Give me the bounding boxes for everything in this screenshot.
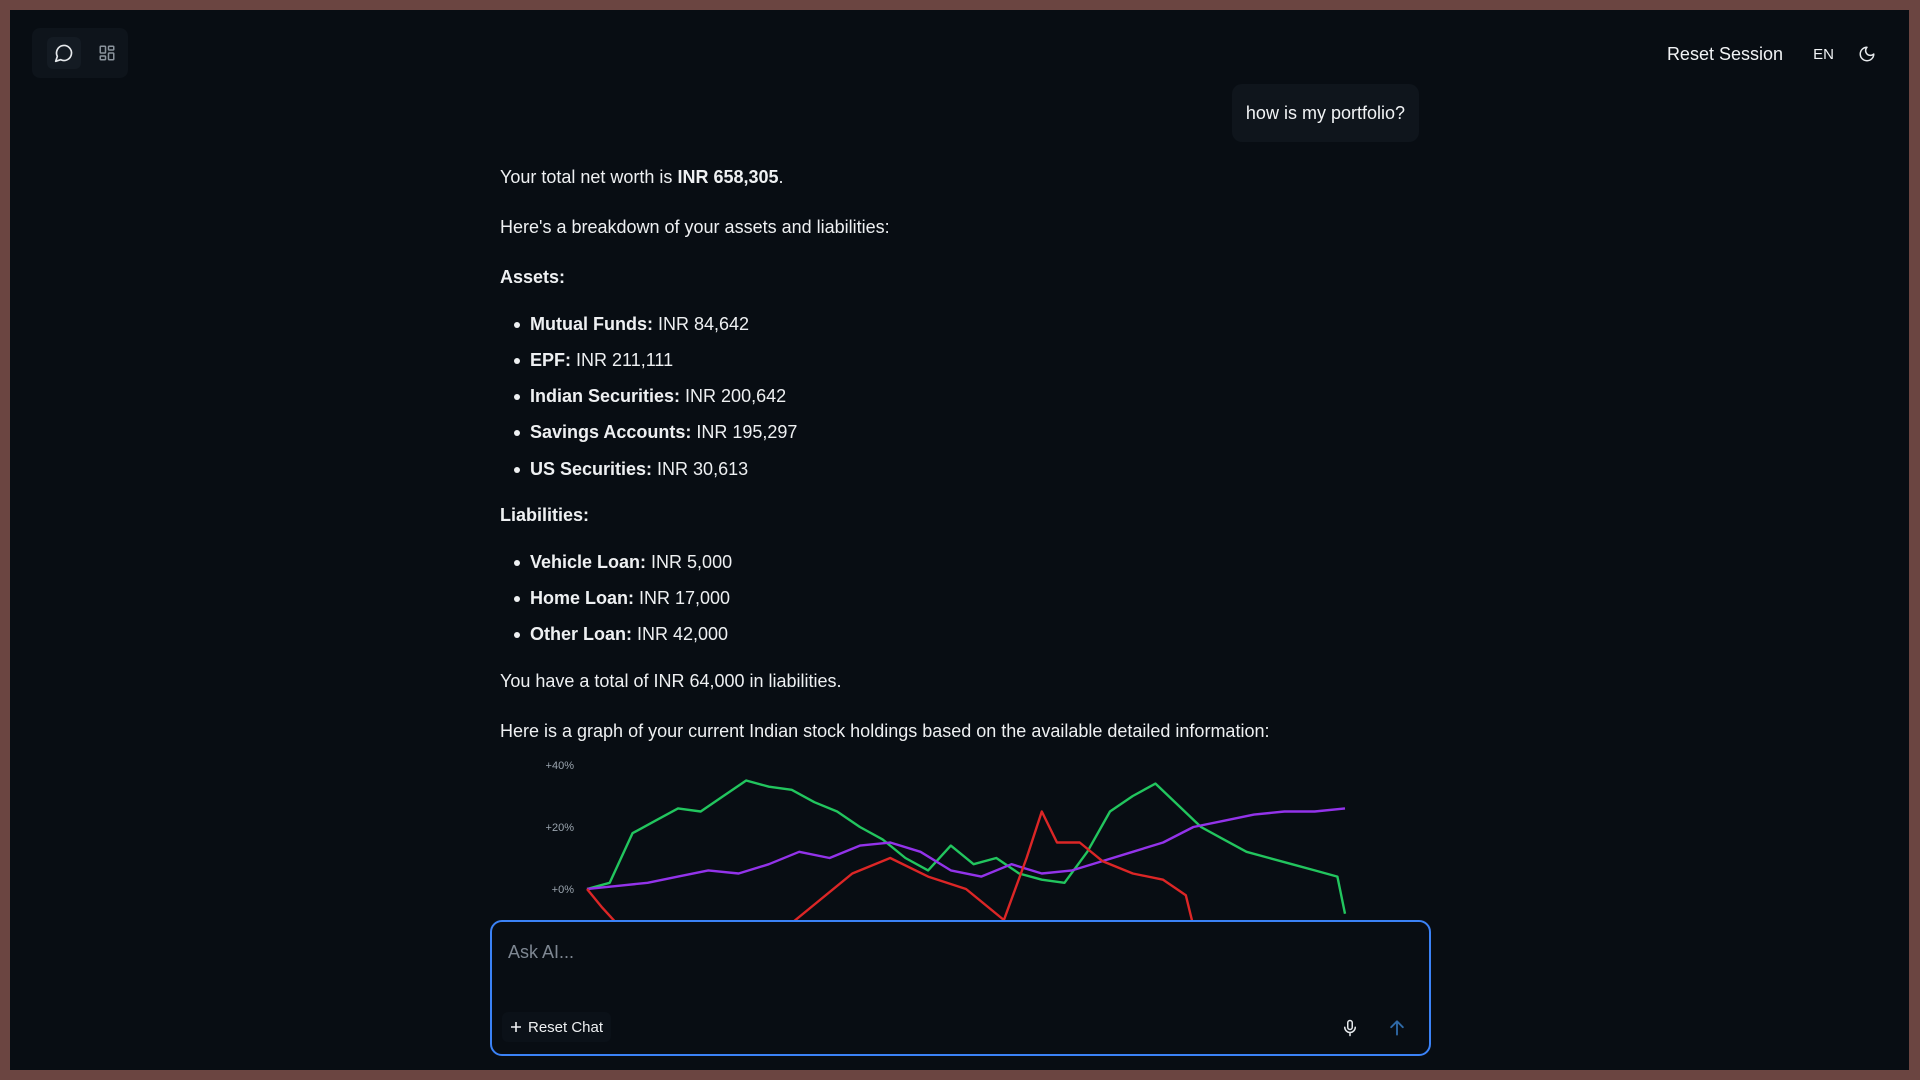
networth-prefix: Your total net worth is: [500, 167, 678, 187]
asset-item: Savings Accounts: INR 195,297: [514, 420, 797, 444]
dashboard-view-button[interactable]: [90, 37, 124, 69]
asset-item: Mutual Funds: INR 84,642: [514, 312, 749, 336]
moon-icon: [1859, 46, 1875, 62]
liabilities-total: You have a total of INR 64,000 in liabil…: [500, 671, 842, 691]
series-line-3: [586, 810, 1194, 920]
series-line-2: [586, 807, 1346, 891]
reset-chat-label: Reset Chat: [528, 1018, 604, 1036]
arrow-up-icon: [1390, 1020, 1404, 1036]
liabilities-heading: Liabilities:: [500, 505, 590, 525]
reset-chat-button[interactable]: Reset Chat: [502, 1012, 612, 1042]
graph-intro: Here is a graph of your current Indian s…: [500, 721, 1270, 741]
y-tick-label: +40%: [546, 760, 575, 772]
liability-item: Other Loan: INR 42,000: [514, 622, 728, 646]
y-tick-label: +0%: [552, 884, 575, 896]
asset-item: EPF: INR 211,111: [514, 348, 673, 372]
grid-icon: [99, 45, 115, 61]
liability-item: Home Loan: INR 17,000: [514, 586, 730, 610]
liability-item: Vehicle Loan: INR 5,000: [514, 550, 732, 574]
series-line-1: [586, 779, 1347, 915]
assets-heading: Assets:: [500, 267, 566, 287]
microphone-button[interactable]: [1338, 1016, 1362, 1040]
chat-composer: Reset Chat: [490, 920, 1431, 1056]
networth-value: INR 658,305: [677, 167, 779, 187]
stock-holdings-chart: +40% +20% +0%: [546, 760, 1347, 920]
user-message: how is my portfolio?: [1231, 84, 1419, 142]
chat-view-button[interactable]: [47, 37, 81, 69]
y-tick-label: +20%: [546, 822, 575, 834]
theme-toggle-button[interactable]: [1853, 36, 1881, 72]
breakdown-intro: Here's a breakdown of your assets and li…: [500, 217, 890, 237]
reset-session-button[interactable]: Reset Session: [1666, 43, 1783, 64]
language-selector[interactable]: EN: [1813, 45, 1834, 63]
networth-suffix: .: [778, 167, 784, 187]
microphone-icon: [1344, 1019, 1356, 1037]
app-window: Reset Session EN how is my portfolio? Yo…: [10, 10, 1909, 1070]
chat-bubble-icon: [54, 44, 73, 63]
asset-item: Indian Securities: INR 200,642: [514, 384, 786, 408]
ask-ai-input[interactable]: [506, 936, 1410, 968]
plus-icon: [511, 1022, 521, 1032]
networth-line: Your total net worth is INR 658,305.: [500, 165, 784, 189]
send-button[interactable]: [1385, 1016, 1409, 1040]
user-message-text: how is my portfolio?: [1245, 102, 1405, 123]
asset-item: US Securities: INR 30,613: [514, 457, 748, 481]
